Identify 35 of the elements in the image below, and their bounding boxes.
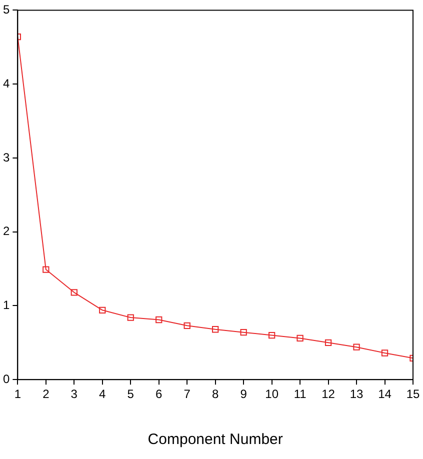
y-tick-label: 4 <box>2 76 10 90</box>
point <box>324 339 332 346</box>
x-tick-label: 13 <box>350 387 364 402</box>
x-tick-label: 15 <box>406 387 420 402</box>
x-tick-label: 7 <box>184 387 191 402</box>
point <box>184 322 190 329</box>
y-tick-label: 3 <box>2 150 10 164</box>
x-tick-label: 3 <box>70 387 78 402</box>
x-tick-label: 5 <box>127 387 134 402</box>
point <box>212 326 219 333</box>
point <box>70 289 78 296</box>
point <box>268 332 276 339</box>
x-tick-label: 10 <box>265 387 279 402</box>
x-tick-label: 2 <box>42 387 50 402</box>
point <box>127 314 134 321</box>
point <box>156 316 162 324</box>
point <box>381 350 388 356</box>
x-axis-title: Component Number <box>148 431 283 448</box>
x-tick-label: 1 <box>14 387 22 402</box>
x-tick-label: 11 <box>294 387 307 402</box>
point <box>296 334 304 342</box>
x-tick-label: 14 <box>378 387 392 402</box>
point <box>240 328 247 336</box>
point <box>353 344 360 350</box>
y-tick-label: 0 <box>2 372 10 386</box>
point <box>99 306 106 314</box>
x-tick-label: 9 <box>240 387 248 402</box>
y-tick-label: 5 <box>2 2 10 17</box>
y-tick-label: 2 <box>2 224 10 238</box>
x-tick-label: 8 <box>212 387 219 402</box>
y-tick-label: 1 <box>2 298 10 312</box>
x-tick-label: 6 <box>156 387 163 402</box>
x-tick-label: 12 <box>322 387 336 402</box>
point <box>42 266 50 273</box>
x-tick-label: 4 <box>99 387 106 402</box>
